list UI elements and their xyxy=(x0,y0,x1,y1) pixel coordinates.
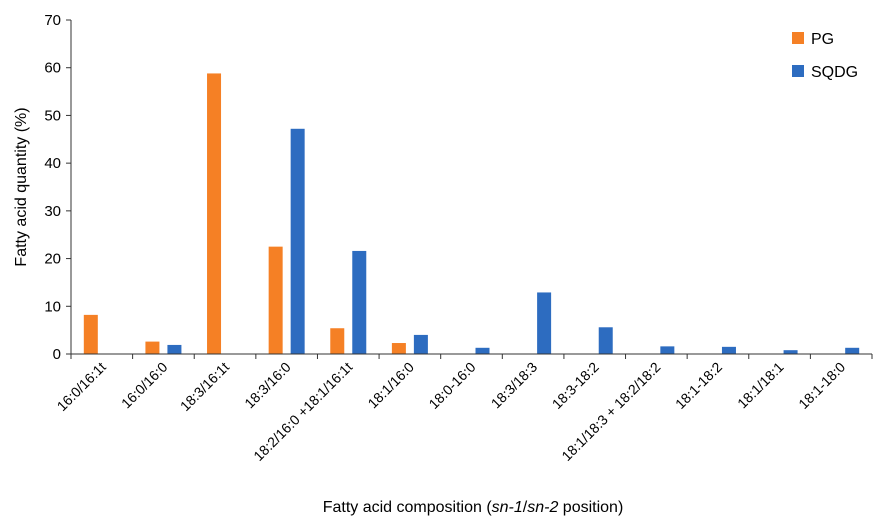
x-tick-label: 18:0-16:0 xyxy=(425,359,478,412)
x-tick-label: 16:0/16:1t xyxy=(54,359,109,414)
bar-sqdg xyxy=(352,250,367,354)
bar-sqdg xyxy=(537,292,552,354)
x-axis-label: Fatty acid composition (sn-1/sn-2 positi… xyxy=(323,499,624,516)
bar-sqdg xyxy=(660,346,675,354)
legend-label: SQDG xyxy=(811,64,858,81)
bar-pg xyxy=(207,73,222,354)
bar-pg xyxy=(268,246,283,354)
x-tick-label: 18:1/18:1 xyxy=(734,359,787,412)
x-tick-label: 18:1/16:0 xyxy=(364,359,417,412)
x-tick-label: 18:3/16:0 xyxy=(241,359,294,412)
x-tick-label: 18:3/18:3 xyxy=(488,359,541,412)
axes xyxy=(70,20,872,355)
bar-sqdg xyxy=(598,327,613,354)
bar-sqdg xyxy=(783,350,798,354)
bar-pg xyxy=(145,341,160,354)
legend-swatch xyxy=(792,65,804,77)
x-tick-label: 18:3/16:1t xyxy=(177,359,232,414)
y-tick-label: 50 xyxy=(44,107,61,124)
bar-sqdg xyxy=(290,128,305,354)
legend: PG SQDG xyxy=(792,31,858,81)
bar-sqdg xyxy=(721,346,736,354)
bar-pg xyxy=(391,343,406,354)
y-tick-label: 70 xyxy=(44,12,61,29)
bar-sqdg xyxy=(167,344,182,354)
y-tick-label: 0 xyxy=(53,346,61,363)
bar-sqdg xyxy=(845,347,860,354)
legend-label: PG xyxy=(811,31,834,48)
x-tick-label: 18:1-18:2 xyxy=(672,359,725,412)
y-tick-label: 60 xyxy=(44,60,61,77)
bar-pg xyxy=(330,328,345,354)
bar-sqdg xyxy=(475,347,490,354)
bar-sqdg xyxy=(413,334,428,354)
x-tick-label: 16:0/16:0 xyxy=(118,359,171,412)
x-tick-label: 18:3-18:2 xyxy=(549,359,602,412)
x-axis-tick-labels: 16:0/16:1t 16:0/16:0 18:3/16:1t 18:3/16:0 18… xyxy=(54,354,873,464)
y-tick-label: 10 xyxy=(44,298,61,315)
y-tick-label: 30 xyxy=(44,203,61,220)
y-axis-label: Fatty acid quantity (%) xyxy=(13,107,30,266)
bar-pg xyxy=(83,314,98,354)
x-tick-label: 18:1-18:0 xyxy=(795,359,848,412)
y-tick-label: 20 xyxy=(44,251,61,268)
bar-series xyxy=(83,73,860,354)
legend-swatch xyxy=(792,32,804,44)
y-axis-ticks: 0 10 20 30 40 50 60 70 xyxy=(44,12,71,363)
y-tick-label: 40 xyxy=(44,155,61,172)
